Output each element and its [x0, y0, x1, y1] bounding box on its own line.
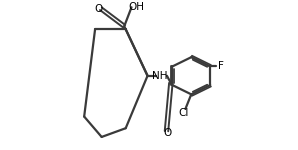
Text: Cl: Cl	[178, 108, 188, 118]
Text: O: O	[94, 4, 103, 15]
Text: O: O	[163, 128, 171, 138]
Text: NH: NH	[152, 71, 168, 81]
Text: F: F	[218, 61, 224, 72]
Text: OH: OH	[129, 2, 145, 12]
